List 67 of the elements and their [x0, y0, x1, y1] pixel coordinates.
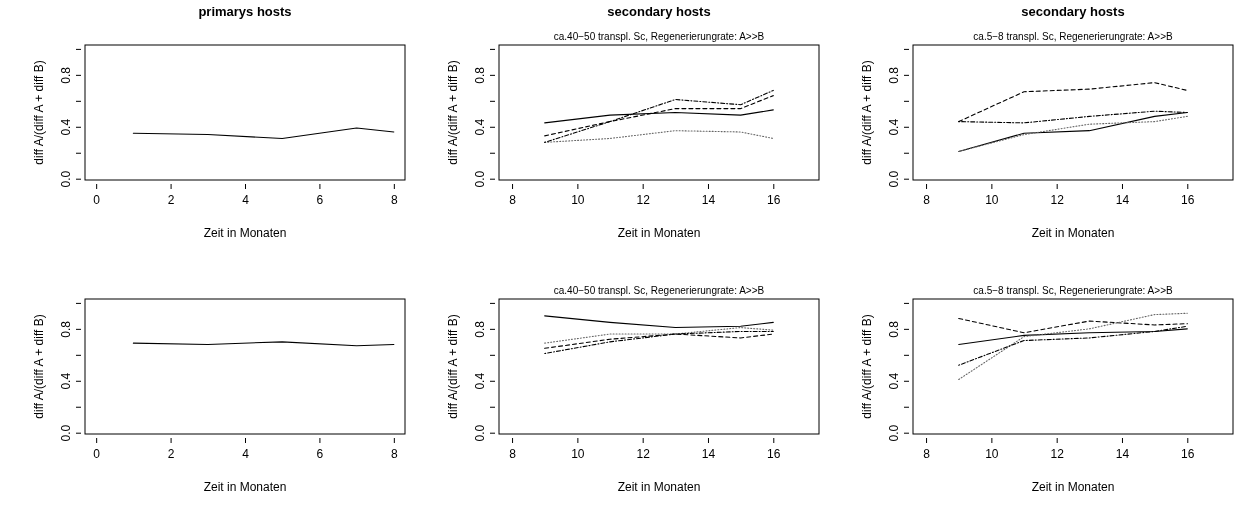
- x-tick-label: 2: [167, 446, 175, 461]
- y-tick-label: 0.8: [59, 66, 74, 84]
- chart-subtitle: ca.5−8 transpl. Sc, Regenerierungrate: A>>B: [973, 285, 1173, 296]
- x-axis-title: Zeit in Monaten: [1031, 226, 1115, 240]
- x-tick-label: 12: [636, 192, 651, 207]
- y-tick-label: 0.8: [473, 66, 488, 84]
- x-tick-label: 8: [509, 446, 517, 461]
- chart-title: secondary hosts: [607, 4, 711, 19]
- x-tick-label: 4: [242, 446, 250, 461]
- y-tick-label: 0.0: [59, 170, 74, 188]
- x-tick-label: 8: [923, 192, 931, 207]
- x-tick-label: 10: [985, 446, 999, 461]
- x-tick-label: 16: [1181, 446, 1195, 461]
- x-tick-label: 8: [923, 446, 931, 461]
- x-tick-label: 6: [316, 192, 324, 207]
- x-tick-label: 8: [390, 192, 398, 207]
- x-axis-title: Zeit in Monaten: [617, 226, 701, 240]
- chart-subtitle: ca.40−50 transpl. Sc, Regenerierungrate: A>>B: [553, 31, 765, 42]
- x-tick-label: 14: [1115, 446, 1130, 461]
- chart-subtitle: ca.5−8 transpl. Sc, Regenerierungrate: A>>B: [973, 31, 1173, 42]
- x-axis-title: Zeit in Monaten: [1031, 480, 1115, 494]
- y-axis-title: diff A/(diff A + diff B): [32, 314, 46, 419]
- x-tick-label: 16: [767, 192, 781, 207]
- x-tick-label: 14: [701, 446, 716, 461]
- x-tick-label: 10: [571, 192, 585, 207]
- x-tick-label: 16: [1181, 192, 1195, 207]
- x-tick-label: 14: [1115, 192, 1130, 207]
- x-tick-label: 4: [242, 192, 250, 207]
- y-tick-label: 0.4: [887, 118, 902, 136]
- chart-title: secondary hosts: [1021, 4, 1125, 19]
- x-tick-label: 8: [390, 446, 398, 461]
- x-tick-label: 12: [636, 446, 651, 461]
- x-tick-label: 8: [509, 192, 517, 207]
- y-tick-label: 0.8: [887, 66, 902, 84]
- y-tick-label: 0.4: [887, 372, 902, 390]
- y-tick-label: 0.8: [473, 320, 488, 338]
- y-axis-title: diff A/(diff A + diff B): [446, 314, 460, 419]
- y-tick-label: 0.8: [887, 320, 902, 338]
- x-tick-label: 0: [93, 192, 101, 207]
- x-tick-label: 16: [767, 446, 781, 461]
- x-tick-label: 12: [1050, 446, 1065, 461]
- chart-title: primarys hosts: [198, 4, 292, 19]
- y-tick-label: 0.4: [59, 118, 74, 136]
- y-tick-label: 0.0: [473, 170, 488, 188]
- chart-subtitle: ca.40−50 transpl. Sc, Regenerierungrate: A>>B: [553, 285, 765, 296]
- x-tick-label: 10: [571, 446, 585, 461]
- x-tick-label: 10: [985, 192, 999, 207]
- x-axis-title: Zeit in Monaten: [203, 226, 287, 240]
- y-tick-label: 0.0: [887, 424, 902, 442]
- y-tick-label: 0.0: [473, 424, 488, 442]
- y-tick-label: 0.0: [887, 170, 902, 188]
- x-axis-title: Zeit in Monaten: [203, 480, 287, 494]
- x-axis-title: Zeit in Monaten: [617, 480, 701, 494]
- y-axis-title: diff A/(diff A + diff B): [860, 60, 874, 165]
- x-tick-label: 2: [167, 192, 175, 207]
- x-tick-label: 12: [1050, 192, 1065, 207]
- y-tick-label: 0.4: [59, 372, 74, 390]
- y-tick-label: 0.8: [59, 320, 74, 338]
- x-tick-label: 0: [93, 446, 101, 461]
- y-tick-label: 0.0: [59, 424, 74, 442]
- y-axis-title: diff A/(diff A + diff B): [32, 60, 46, 165]
- x-tick-label: 6: [316, 446, 324, 461]
- y-axis-title: diff A/(diff A + diff B): [446, 60, 460, 165]
- y-tick-label: 0.4: [473, 372, 488, 390]
- y-tick-label: 0.4: [473, 118, 488, 136]
- y-axis-title: diff A/(diff A + diff B): [860, 314, 874, 419]
- x-tick-label: 14: [701, 192, 716, 207]
